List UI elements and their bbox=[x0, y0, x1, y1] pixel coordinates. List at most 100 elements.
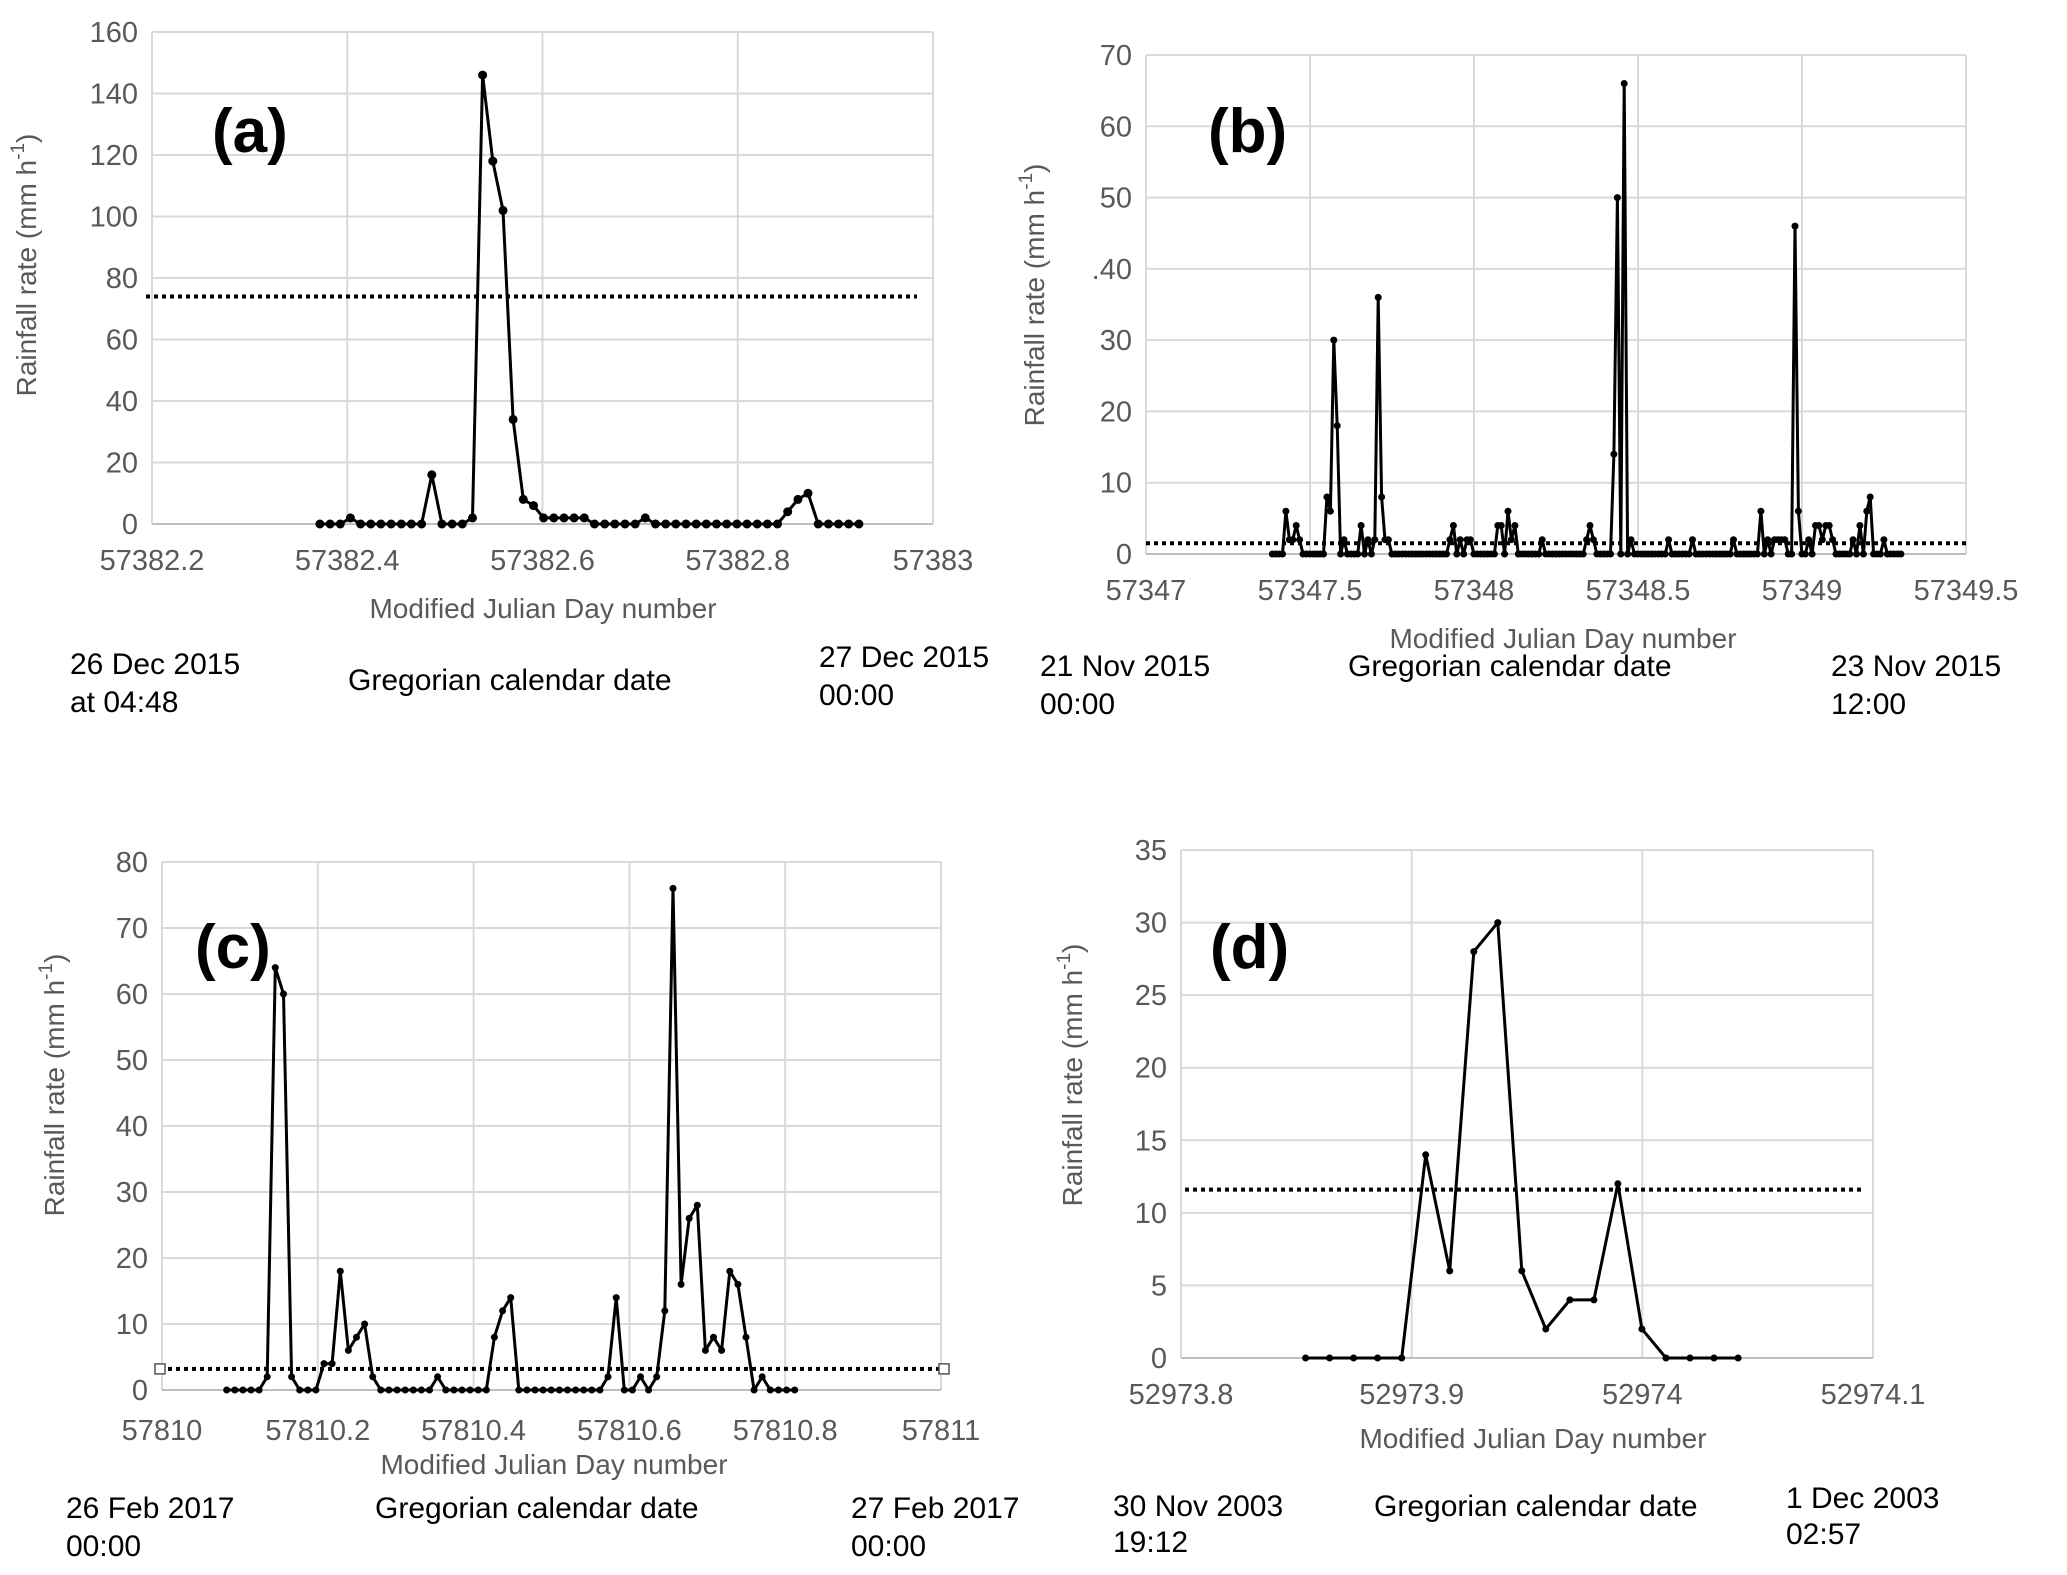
data-point bbox=[1292, 522, 1300, 529]
data-point bbox=[437, 519, 447, 529]
chart-panel-a: 0 20 40 60 80 100 120 140 160 57382.2 57382.4 57382… bbox=[8, 17, 989, 719]
data-point bbox=[1818, 536, 1826, 544]
data-point bbox=[1853, 550, 1860, 558]
x-tick-label: 57810.4 bbox=[421, 1415, 526, 1447]
data-point bbox=[1590, 1296, 1598, 1304]
data-point bbox=[482, 1386, 490, 1394]
y-tick-label: 80 bbox=[116, 847, 148, 879]
y-tick-label: 10 bbox=[116, 1309, 148, 1341]
data-point bbox=[361, 1320, 369, 1328]
data-point bbox=[315, 519, 325, 529]
data-point bbox=[518, 494, 528, 504]
x-tick-label: 57810.2 bbox=[265, 1415, 370, 1447]
data-point bbox=[1624, 550, 1632, 558]
y-tick-label: .40 bbox=[1092, 254, 1132, 286]
end-date: 27 Dec 2015 bbox=[819, 641, 989, 674]
data-point bbox=[766, 1386, 774, 1394]
y-tick-label: 15 bbox=[1135, 1125, 1167, 1157]
data-point bbox=[468, 513, 477, 523]
data-point bbox=[1767, 550, 1775, 558]
data-point bbox=[353, 1333, 360, 1341]
data-point bbox=[312, 1386, 320, 1394]
data-point bbox=[442, 1386, 450, 1394]
data-point bbox=[803, 488, 813, 498]
data-point bbox=[239, 1386, 247, 1394]
data-point bbox=[1460, 550, 1468, 558]
data-point bbox=[1490, 550, 1498, 558]
x-axis-label: Modified Julian Day number bbox=[1359, 1423, 1706, 1454]
data-point bbox=[793, 494, 803, 504]
data-point bbox=[280, 990, 287, 998]
data-point bbox=[1340, 536, 1348, 544]
data-point bbox=[564, 1386, 571, 1394]
data-point bbox=[1456, 536, 1464, 544]
data-point bbox=[1794, 507, 1802, 515]
data-point bbox=[588, 1386, 596, 1394]
data-point bbox=[693, 1201, 701, 1209]
data-point bbox=[1825, 522, 1833, 529]
data-point bbox=[569, 513, 579, 523]
x-tick-label: 57348.5 bbox=[1586, 575, 1691, 607]
data-point bbox=[417, 519, 427, 529]
data-point bbox=[579, 513, 589, 523]
data-point bbox=[1665, 536, 1673, 544]
end-date: 23 Nov 2015 bbox=[1831, 650, 2001, 683]
series-line bbox=[319, 73, 859, 526]
chart-panel-c: 0 10 20 30 40 50 60 70 80 57810 57810.2 57810.4 5781… bbox=[36, 847, 1019, 1563]
data-point bbox=[1330, 336, 1338, 344]
data-point bbox=[1337, 550, 1345, 558]
start-date: 21 Nov 2015 bbox=[1040, 650, 1210, 683]
data-point bbox=[549, 513, 559, 523]
y-tick-label: 10 bbox=[1135, 1198, 1167, 1230]
y-tick-label: 160 bbox=[90, 17, 138, 49]
data-point bbox=[498, 205, 508, 215]
y-axis-label-close: ) bbox=[1057, 944, 1088, 953]
y-tick-label: 70 bbox=[1100, 40, 1132, 72]
y-tick-label: 25 bbox=[1135, 980, 1167, 1012]
x-tick-label: 57349.5 bbox=[1914, 575, 2019, 607]
data-point bbox=[1542, 1325, 1550, 1333]
data-point bbox=[1518, 1267, 1526, 1275]
data-point bbox=[685, 1214, 693, 1222]
data-point bbox=[1808, 550, 1816, 558]
x-tick-label: 57810.8 bbox=[733, 1415, 838, 1447]
data-point bbox=[447, 519, 457, 529]
data-point bbox=[1614, 1180, 1622, 1188]
data-point bbox=[1320, 550, 1327, 558]
series-markers bbox=[223, 884, 799, 1394]
data-point bbox=[1863, 507, 1871, 515]
y-tick-label: 0 bbox=[122, 509, 138, 541]
data-point bbox=[572, 1386, 580, 1394]
data-point bbox=[1361, 550, 1368, 558]
data-point bbox=[710, 1333, 717, 1341]
data-point bbox=[783, 507, 793, 517]
data-point bbox=[1866, 493, 1874, 501]
data-point bbox=[813, 519, 823, 529]
y-tick-label: 5 bbox=[1151, 1270, 1167, 1302]
data-point bbox=[1494, 919, 1502, 927]
data-point bbox=[457, 519, 467, 529]
data-point bbox=[701, 519, 711, 529]
data-point bbox=[1757, 507, 1765, 515]
threshold-end-marker bbox=[938, 1363, 950, 1375]
x-tick-label: 57382.2 bbox=[100, 545, 205, 577]
data-point bbox=[1685, 550, 1693, 558]
y-tick-label: 50 bbox=[116, 1045, 148, 1077]
data-point bbox=[1354, 550, 1362, 558]
y-tick-label: 35 bbox=[1135, 835, 1167, 867]
start-date: 26 Feb 2017 bbox=[66, 1492, 234, 1525]
data-point bbox=[547, 1386, 555, 1394]
x-axis-label: Modified Julian Day number bbox=[1389, 623, 1736, 654]
data-point bbox=[396, 519, 406, 529]
data-point bbox=[596, 1386, 604, 1394]
data-point bbox=[296, 1386, 304, 1394]
data-point bbox=[1323, 493, 1331, 501]
data-point bbox=[488, 156, 498, 166]
data-point bbox=[1446, 536, 1454, 544]
y-axis-label-text: Rainfall rate (mm h bbox=[39, 980, 70, 1217]
data-point bbox=[691, 519, 701, 529]
data-point bbox=[1371, 536, 1379, 544]
data-point bbox=[1849, 536, 1857, 544]
